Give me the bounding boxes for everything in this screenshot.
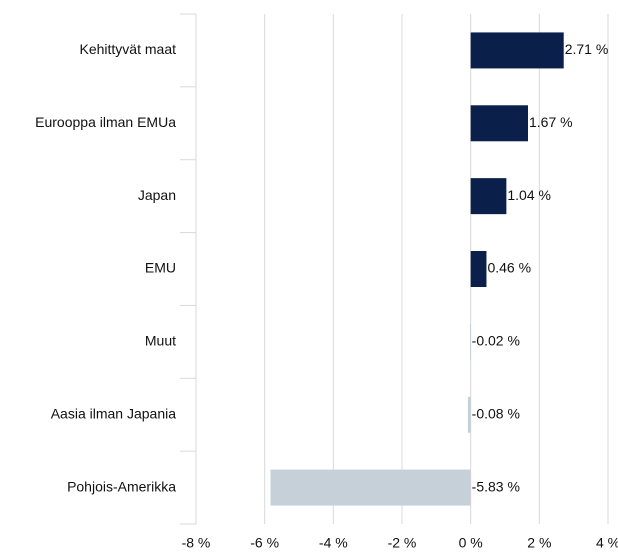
value-label: 1.67 % [529, 114, 573, 130]
y-tick-label: Japan [138, 187, 176, 203]
x-tick-label: 2 % [527, 535, 551, 551]
value-label: 0.46 % [487, 260, 531, 276]
x-tick-label: -8 % [182, 535, 211, 551]
y-tick-label: EMU [145, 260, 176, 276]
y-tick-label: Aasia ilman Japania [51, 405, 177, 421]
y-tick-label: Eurooppa ilman EMUa [35, 114, 176, 130]
bar [470, 178, 507, 215]
bar [270, 469, 471, 506]
value-label: 1.04 % [507, 187, 551, 203]
x-tick-label: -2 % [388, 535, 417, 551]
bar [469, 323, 471, 360]
x-tick-label: -4 % [319, 535, 348, 551]
x-tick-label: 4 % [596, 535, 618, 551]
bar [467, 396, 471, 433]
y-tick-label: Muut [145, 333, 176, 349]
bar [470, 105, 529, 142]
y-tick-label: Kehittyvät maat [80, 41, 177, 57]
value-label: -5.83 % [472, 478, 520, 494]
bar [470, 32, 564, 69]
value-label: -0.02 % [472, 333, 520, 349]
x-tick-label: 0 % [459, 535, 483, 551]
y-tick-label: Pohjois-Amerikka [67, 478, 176, 494]
x-tick-label: -6 % [250, 535, 279, 551]
value-label: 2.71 % [565, 41, 609, 57]
bar [470, 251, 487, 287]
value-label: -0.08 % [472, 405, 520, 421]
